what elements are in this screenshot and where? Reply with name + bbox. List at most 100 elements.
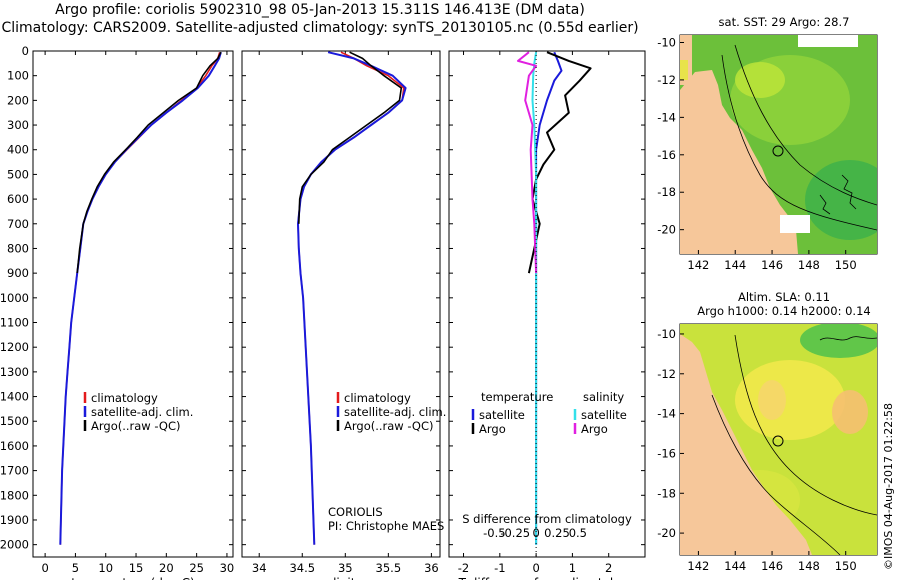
x-tick-label: 2 bbox=[605, 561, 612, 575]
x-tick-label: 36 bbox=[424, 561, 439, 575]
title-line2: Climatology: CARS2009. Satellite-adjuste… bbox=[1, 20, 639, 36]
y-tick-label: 600 bbox=[7, 192, 29, 206]
sla-land bbox=[680, 334, 812, 555]
sla-map-x-ticks: 142 144 146 148 150 bbox=[687, 551, 857, 573]
sla-isobath bbox=[734, 334, 877, 516]
map-y-tick-label: -18 bbox=[657, 486, 676, 500]
sst-cloud-gap bbox=[780, 215, 810, 233]
map-x-tick-label: 146 bbox=[761, 559, 783, 573]
sla-map-title-2: Argo h1000: 0.14 h2000: 0.14 bbox=[697, 304, 871, 318]
sst-map-y-ticks: -10 -12 -14 -16 -18 -20 bbox=[657, 35, 684, 237]
y-tick-label: 2000 bbox=[0, 538, 29, 552]
sst-reef-outline bbox=[819, 194, 831, 215]
legend-title-salinity: salinity bbox=[583, 390, 624, 404]
series-line-s-argo bbox=[517, 51, 538, 274]
y-tick-label: 1100 bbox=[0, 316, 29, 330]
s-axis-label: S difference from climatology bbox=[462, 512, 632, 526]
sla-high-patch bbox=[832, 390, 868, 434]
map-x-tick-label: 142 bbox=[687, 559, 709, 573]
legend-label: satellite-adj. clim. bbox=[91, 405, 193, 419]
y-tick-label: 1200 bbox=[0, 340, 29, 354]
y-tick-label: 1900 bbox=[0, 513, 29, 527]
map-y-tick-label: -20 bbox=[657, 526, 676, 540]
map-y-tick-label: -12 bbox=[657, 367, 676, 381]
x-tick-label: 0 bbox=[532, 561, 539, 575]
sst-map-x-ticks: 142 144 146 148 150 bbox=[687, 250, 857, 272]
legend-label: climatology bbox=[91, 391, 158, 405]
s-tick-label: -0.25 bbox=[500, 526, 530, 540]
x-axis-label: temperature (deg C) bbox=[71, 576, 194, 580]
x-tick-label: 34.5 bbox=[289, 561, 315, 575]
s-tick-label: -0.5 bbox=[483, 526, 505, 540]
sst-argo-position-marker bbox=[772, 145, 784, 157]
y-tick-label: 1500 bbox=[0, 414, 29, 428]
series-line-argo-raw-qc- bbox=[298, 51, 403, 224]
sst-warm-patch bbox=[735, 62, 785, 98]
sst-isobath bbox=[734, 44, 877, 206]
map-x-tick-label: 150 bbox=[835, 559, 857, 573]
series-line-t-satellite bbox=[535, 51, 563, 545]
y-tick-label: 200 bbox=[7, 93, 29, 107]
map-x-tick-label: 144 bbox=[724, 258, 746, 272]
map-y-tick-label: -10 bbox=[657, 327, 676, 341]
series-line-s-satellite bbox=[531, 52, 538, 545]
sla-map: -10 -12 -14 -16 -18 -20 142 144 146 148 150 bbox=[657, 323, 878, 573]
sla-map-y-ticks: -10 -12 -14 -16 -18 -20 bbox=[657, 327, 684, 540]
map-y-tick-label: -16 bbox=[657, 446, 676, 460]
x-tick-label: 25 bbox=[189, 561, 204, 575]
map-y-tick-label: -20 bbox=[657, 223, 676, 237]
map-x-tick-label: 150 bbox=[835, 258, 857, 272]
map-y-tick-label: -14 bbox=[657, 407, 676, 421]
y-tick-label: 1300 bbox=[0, 365, 29, 379]
x-tick-label: -2 bbox=[458, 561, 469, 575]
title-line1: Argo profile: coriolis 5902310_98 05-Jan… bbox=[55, 2, 585, 18]
s-tick-label: 0 bbox=[532, 526, 539, 540]
y-tick-label: 300 bbox=[7, 118, 29, 132]
legend-label: climatology bbox=[344, 391, 411, 405]
y-tick-label: 0 bbox=[22, 44, 29, 58]
y-tick-label: 1600 bbox=[0, 439, 29, 453]
map-y-tick-label: -18 bbox=[657, 185, 676, 199]
sla-low-patch bbox=[800, 324, 877, 358]
map-y-tick-label: -16 bbox=[657, 148, 676, 162]
legend-label: Argo bbox=[479, 422, 506, 436]
x-axis-label: salinity bbox=[319, 576, 362, 580]
y-tick-label: 1400 bbox=[0, 390, 29, 404]
legend-title-temperature: temperature bbox=[481, 390, 553, 404]
x-tick-label: 5 bbox=[72, 561, 79, 575]
map-x-tick-label: 148 bbox=[798, 559, 820, 573]
sst-cloud-gap bbox=[798, 35, 858, 47]
sst-map: -10 -12 -14 -16 -18 -20 142 144 146 148 150 bbox=[657, 34, 878, 272]
plot-frame bbox=[32, 50, 234, 558]
s-tick-label: 0.5 bbox=[569, 526, 587, 540]
x-tick-label: 1 bbox=[569, 561, 576, 575]
map-y-tick-label: -10 bbox=[657, 35, 676, 49]
map-y-tick-label: -12 bbox=[657, 73, 676, 87]
sla-coast-outline bbox=[819, 336, 877, 341]
sst-cool-patch bbox=[805, 160, 877, 240]
x-tick-label: 20 bbox=[159, 561, 174, 575]
sst-coastal-strip bbox=[680, 60, 688, 80]
sst-map-title: sat. SST: 29 Argo: 28.7 bbox=[718, 15, 850, 29]
legend-label: Argo(..raw -QC) bbox=[91, 419, 181, 433]
sst-isobath bbox=[721, 54, 877, 231]
x-tick-label: 35 bbox=[338, 561, 353, 575]
sst-reef-outline bbox=[841, 174, 857, 210]
map-y-tick-label: -14 bbox=[657, 110, 676, 124]
panel-salinity: 34 34.5 35 35.5 36 salinity climatologysatelli… bbox=[241, 50, 446, 580]
map-x-tick-label: 142 bbox=[687, 258, 709, 272]
profile-panels: 0100200300400500600700800900100011001200… bbox=[0, 44, 646, 580]
legend-label: Argo(..raw -QC) bbox=[344, 419, 434, 433]
y-tick-label: 400 bbox=[7, 143, 29, 157]
x-tick-label: 35.5 bbox=[376, 561, 402, 575]
legend-label: satellite-adj. clim. bbox=[344, 405, 446, 419]
x-tick-label: 10 bbox=[98, 561, 113, 575]
x-tick-label: 15 bbox=[129, 561, 144, 575]
legend-label: Argo bbox=[581, 422, 608, 436]
map-x-tick-label: 146 bbox=[761, 258, 783, 272]
legend-label: satellite bbox=[479, 408, 525, 422]
x-tick-label: 30 bbox=[220, 561, 235, 575]
sla-high-patch bbox=[735, 360, 845, 440]
panel-difference: -2 -1 0 1 2T difference from climatology -0.5… bbox=[448, 50, 646, 580]
legend-label: satellite bbox=[581, 408, 627, 422]
